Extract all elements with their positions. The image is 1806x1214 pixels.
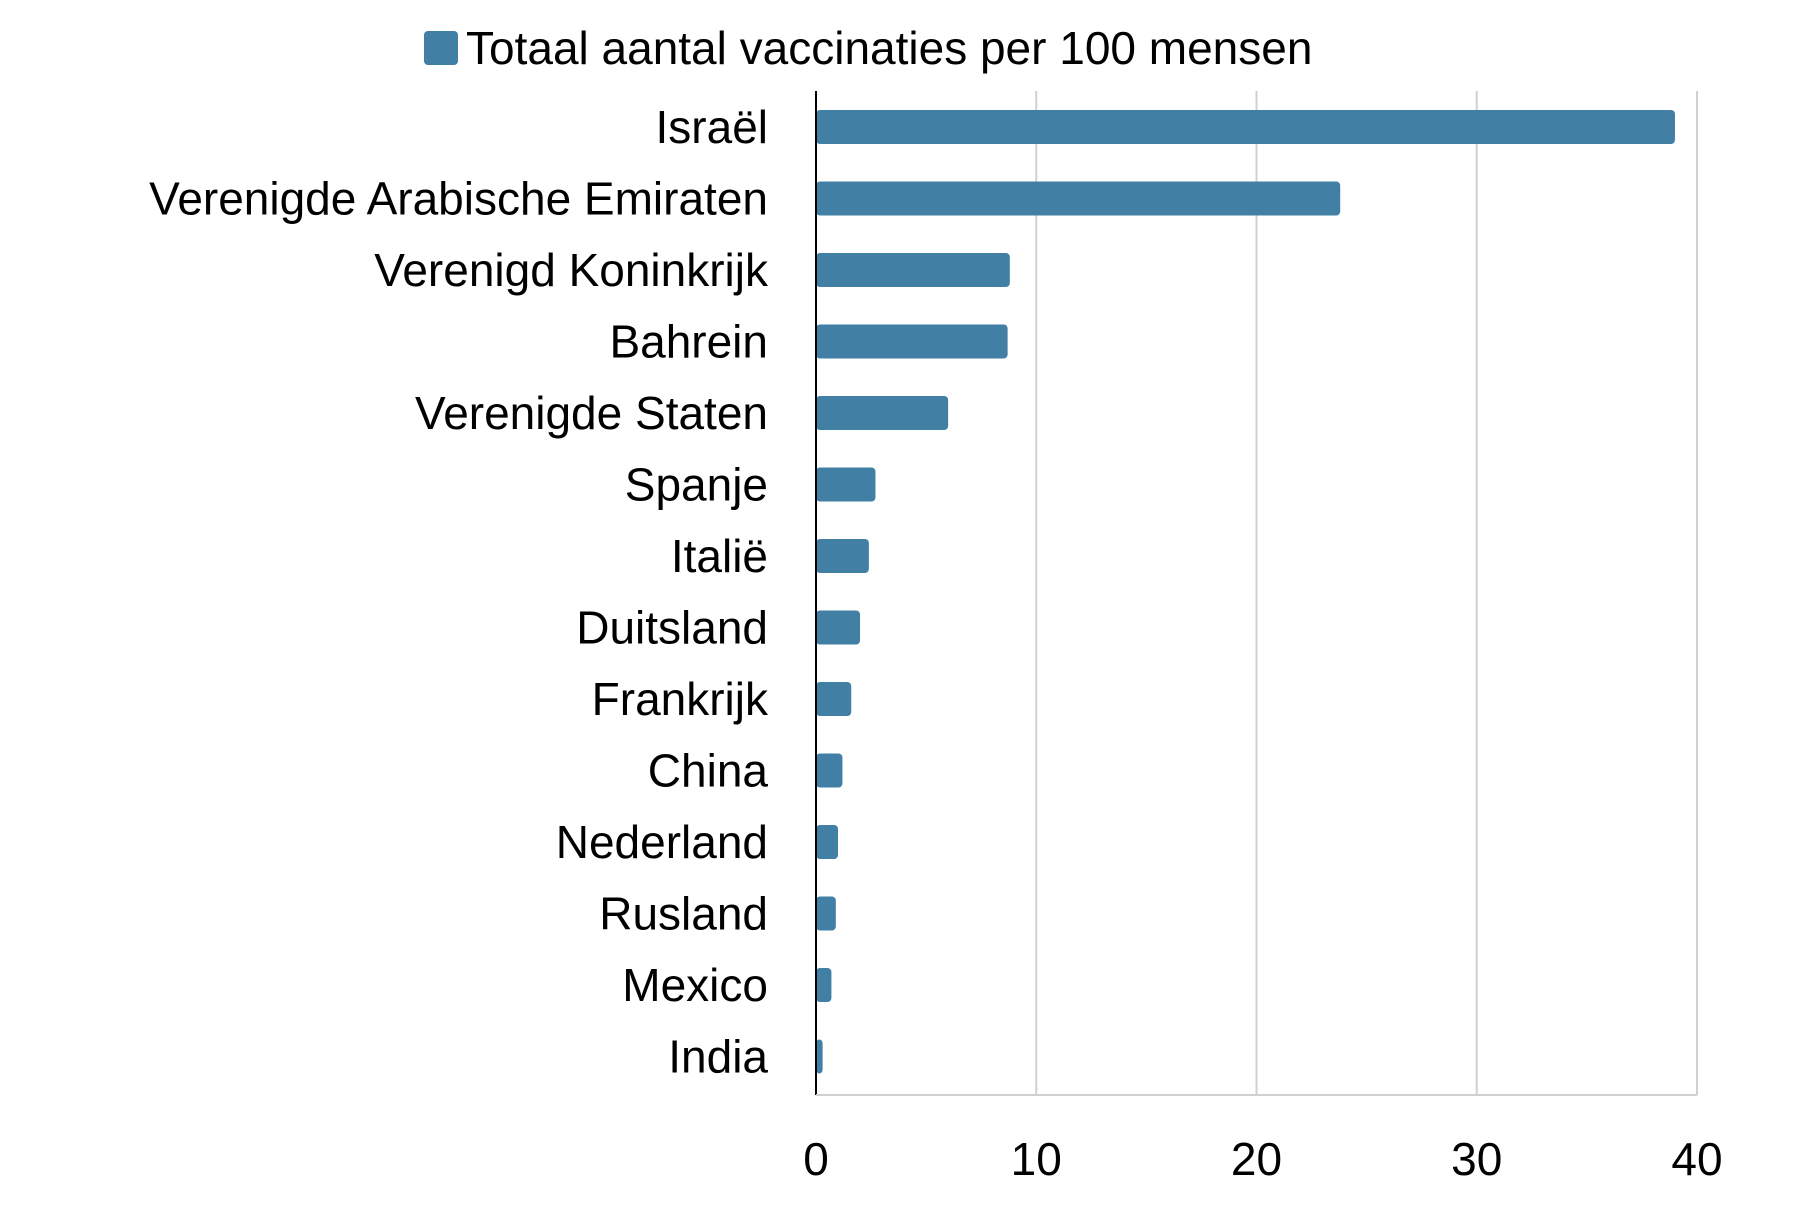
category-label: Verenigde Arabische Emiraten bbox=[149, 173, 768, 225]
category-label: Spanje bbox=[625, 459, 768, 511]
category-label: Nederland bbox=[556, 816, 768, 868]
bar bbox=[816, 110, 1675, 144]
x-tick-label: 10 bbox=[1011, 1133, 1062, 1185]
bar bbox=[816, 468, 875, 502]
category-label: Verenigd Koninkrijk bbox=[374, 244, 769, 296]
x-tick-labels: 0 10 20 30 40 bbox=[803, 1133, 1722, 1185]
bar bbox=[816, 253, 1010, 287]
category-label: Mexico bbox=[622, 959, 768, 1011]
bar bbox=[816, 825, 838, 859]
chart-container: Israël Verenigde Arabische Emiraten Vereni… bbox=[0, 0, 1806, 1209]
bar bbox=[816, 611, 860, 645]
legend-swatch bbox=[424, 31, 458, 65]
x-tick-label: 20 bbox=[1231, 1133, 1282, 1185]
category-label: Bahrein bbox=[609, 316, 768, 368]
bar bbox=[816, 325, 1008, 359]
bar bbox=[816, 897, 836, 931]
category-label: Verenigde Staten bbox=[415, 387, 768, 439]
bar bbox=[816, 754, 842, 788]
bars bbox=[816, 110, 1675, 1074]
bar bbox=[816, 396, 948, 430]
x-tick-label: 0 bbox=[803, 1133, 829, 1185]
bar bbox=[816, 968, 831, 1002]
x-tick-label: 40 bbox=[1671, 1133, 1722, 1185]
category-label: China bbox=[648, 745, 769, 797]
x-tick-label: 30 bbox=[1451, 1133, 1502, 1185]
category-label: India bbox=[668, 1031, 768, 1083]
bar bbox=[816, 682, 851, 716]
category-label: Rusland bbox=[599, 888, 768, 940]
category-labels: Israël Verenigde Arabische Emiraten Vereni… bbox=[149, 101, 769, 1083]
category-label: Frankrijk bbox=[592, 673, 769, 725]
category-label: Israël bbox=[656, 101, 768, 153]
bar bbox=[816, 182, 1340, 216]
gridlines bbox=[1036, 91, 1697, 1095]
bar bbox=[816, 539, 869, 573]
legend: Totaal aantal vaccinaties per 100 mensen bbox=[424, 22, 1312, 74]
bar-chart: Israël Verenigde Arabische Emiraten Vereni… bbox=[0, 0, 1806, 1209]
category-label: Duitsland bbox=[576, 602, 768, 654]
category-label: Italië bbox=[671, 530, 768, 582]
legend-label: Totaal aantal vaccinaties per 100 mensen bbox=[466, 22, 1312, 74]
